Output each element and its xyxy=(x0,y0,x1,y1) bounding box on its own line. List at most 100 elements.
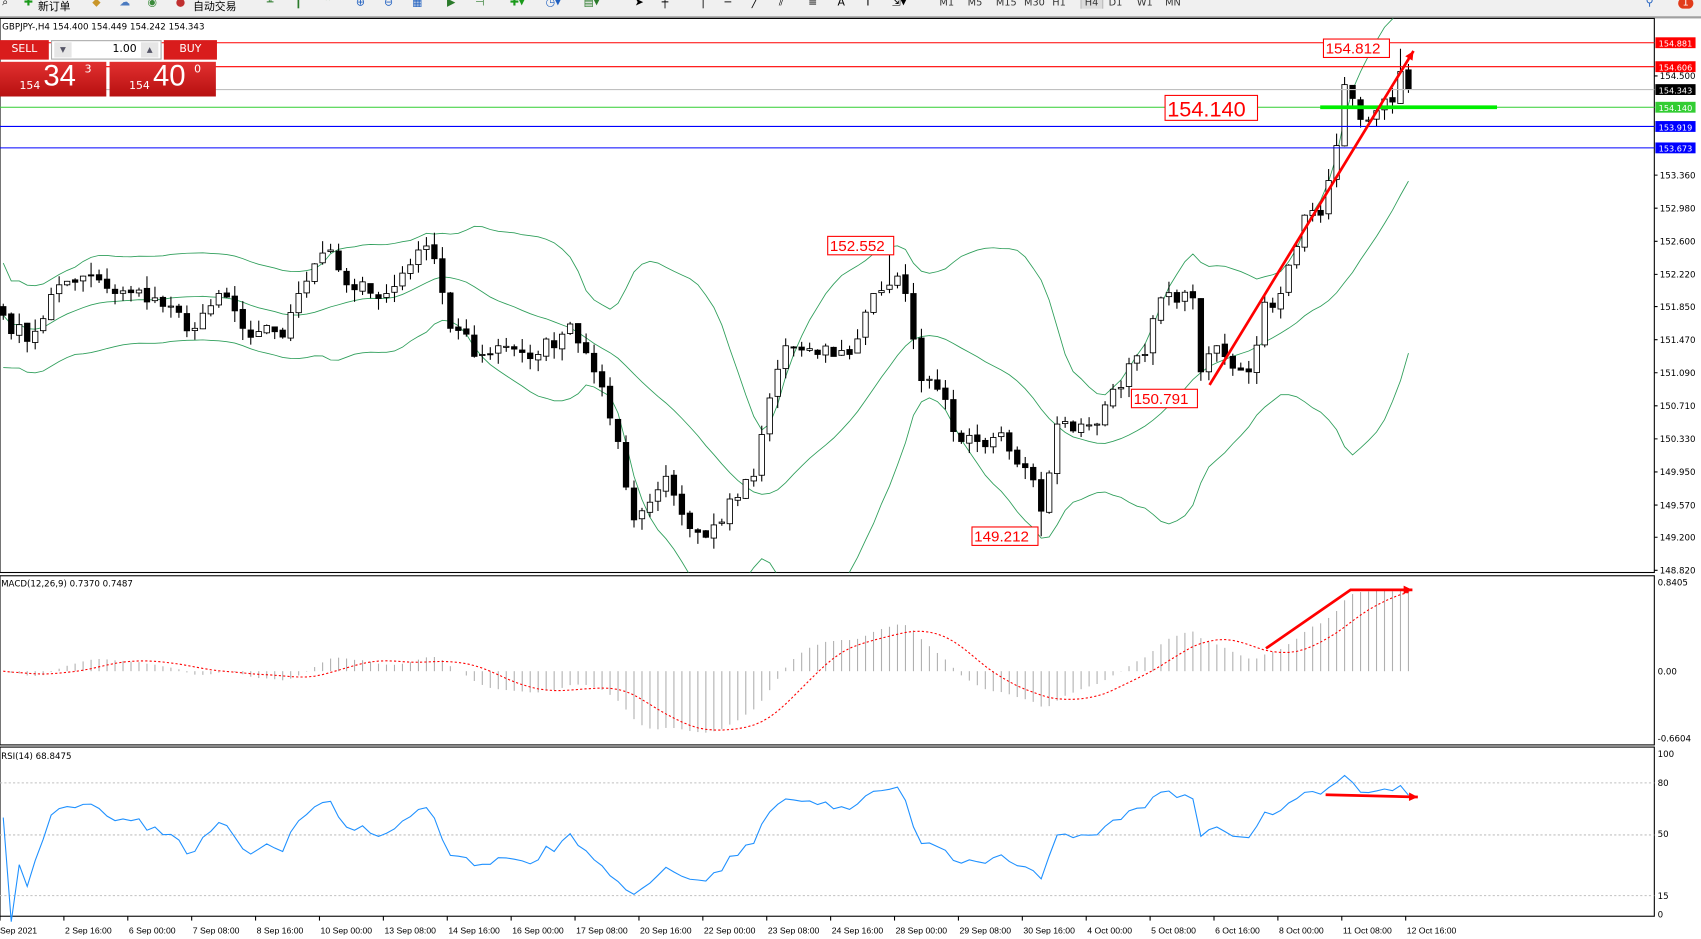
candle xyxy=(48,294,55,321)
timeframe-d1[interactable]: D1 xyxy=(1108,0,1123,9)
candle xyxy=(614,418,622,442)
candle xyxy=(574,323,582,344)
search-icon[interactable]: ⌕ xyxy=(2,0,9,9)
time-axis-label: 11 Oct 08:00 xyxy=(1343,926,1392,936)
timeframe-h4[interactable]: H4 xyxy=(1080,0,1103,9)
tile-windows-icon[interactable]: ▦ xyxy=(412,0,423,9)
candle xyxy=(1405,69,1412,91)
candle xyxy=(598,371,606,388)
templates-icon[interactable]: ▤▾ xyxy=(583,0,600,9)
time-axis-label: 5 Oct 08:00 xyxy=(1151,926,1196,936)
zoom-in-icon[interactable]: ⊕ xyxy=(355,0,365,9)
timeframe-m1[interactable]: M1 xyxy=(939,0,955,9)
price-axis-label: 148.820 xyxy=(1660,567,1696,577)
horizontal-line-icon[interactable]: ─ xyxy=(724,0,732,9)
time-axis-label: 13 Sep 08:00 xyxy=(384,926,436,936)
search-icon-right[interactable]: ⚲ xyxy=(1645,0,1654,9)
signals-icon[interactable]: ◉ xyxy=(147,0,158,9)
lot-increase-button[interactable]: ▲ xyxy=(141,42,159,58)
bollinger-upper xyxy=(2,18,1394,431)
rsi-arrow-head xyxy=(1408,792,1418,801)
candle xyxy=(1133,355,1141,364)
candle xyxy=(910,293,917,340)
candle xyxy=(750,475,757,482)
price-tag xyxy=(1655,101,1696,113)
text-label-icon[interactable]: T xyxy=(864,0,872,9)
price-chart[interactable]: 154.500 153.360 152.980 152.600 152.220 151.8… xyxy=(0,17,1701,939)
market-icon[interactable]: ☁ xyxy=(119,0,131,9)
candle xyxy=(1141,354,1149,356)
new-order-button[interactable]: 新订单 xyxy=(37,1,71,14)
time-axis-label: 8 Sep 16:00 xyxy=(257,926,304,936)
candle xyxy=(8,313,15,334)
buy-price-pip: 0 xyxy=(194,63,202,76)
candle xyxy=(814,349,821,355)
candle xyxy=(1325,180,1332,215)
timeframe-m15[interactable]: M15 xyxy=(995,0,1017,9)
price-tag xyxy=(1655,61,1696,73)
sell-price-button[interactable]: 154 34 3 xyxy=(0,59,107,97)
vertical-line-icon[interactable]: │ xyxy=(699,0,707,9)
autoscroll-icon[interactable]: ▶ xyxy=(446,0,456,9)
timeframe-m30[interactable]: M30 xyxy=(1024,0,1045,9)
price-axis-label: 151.090 xyxy=(1660,369,1696,379)
candle xyxy=(439,258,446,293)
candle xyxy=(734,497,741,501)
periods-icon[interactable]: ◷▾ xyxy=(545,0,561,9)
crosshair-icon[interactable]: ┼ xyxy=(661,0,669,9)
timeframe-mn[interactable]: MN xyxy=(1165,0,1181,9)
candle xyxy=(1349,84,1356,99)
cursor-icon[interactable]: ➤ xyxy=(634,0,644,9)
candle xyxy=(1109,388,1117,407)
timeframe-w1[interactable]: W1 xyxy=(1136,0,1153,9)
text-icon[interactable]: A xyxy=(837,0,845,9)
candle xyxy=(1030,466,1037,481)
auto-trading-button[interactable]: 自动交易 xyxy=(193,1,237,14)
sell-price-big: 34 xyxy=(43,59,76,93)
candle xyxy=(511,346,518,350)
candle xyxy=(1237,367,1244,371)
candle xyxy=(1285,264,1292,293)
timeframe-m5[interactable]: M5 xyxy=(967,0,983,9)
candle xyxy=(1189,291,1197,299)
buy-price-button[interactable]: 154 40 0 xyxy=(109,60,216,97)
candle xyxy=(447,292,454,329)
macd-axis-label: 0.00 xyxy=(1658,667,1677,677)
new-order-icon[interactable]: ✚ xyxy=(23,0,33,9)
buy-button[interactable]: BUY xyxy=(163,40,217,60)
candle xyxy=(463,328,470,335)
candle xyxy=(838,350,845,356)
candle xyxy=(1205,353,1213,373)
bar-chart-icon[interactable]: ╨ xyxy=(266,0,274,9)
sell-button[interactable]: SELL xyxy=(0,40,49,60)
price-axis-label: 152.980 xyxy=(1660,204,1696,214)
candle xyxy=(1317,209,1324,216)
macd-pane xyxy=(0,575,1655,746)
channel-icon[interactable]: ⫽ xyxy=(778,0,784,9)
lot-decrease-button[interactable]: ▼ xyxy=(54,42,72,58)
trendline-icon[interactable]: ╱ xyxy=(751,0,759,9)
candle xyxy=(159,296,167,307)
line-chart-icon[interactable]: ⌃ xyxy=(323,0,333,9)
candle xyxy=(686,512,694,529)
candle xyxy=(383,293,390,298)
candle xyxy=(1085,424,1093,427)
candlestick-icon[interactable]: ┃ xyxy=(295,0,302,9)
price-tag-label: 154.140 xyxy=(1659,103,1693,113)
fibonacci-icon[interactable]: ≡ xyxy=(808,0,818,9)
notification-badge[interactable]: 1 xyxy=(1678,0,1694,9)
zoom-out-icon[interactable]: ⊖ xyxy=(384,0,394,9)
lot-size-value[interactable]: 1.00 xyxy=(112,43,137,56)
timeframe-h1[interactable]: H1 xyxy=(1052,0,1066,9)
arrows-icon[interactable]: ⇲▾ xyxy=(891,0,907,9)
indicators-icon[interactable]: ✚▾ xyxy=(509,0,525,9)
candle xyxy=(183,313,191,332)
auto-trading-icon[interactable]: ● xyxy=(175,0,186,9)
candle xyxy=(24,322,31,342)
lot-size-input[interactable]: ▼ 1.00 ▲ xyxy=(50,40,162,60)
candle xyxy=(543,338,550,357)
price-axis-label: 149.950 xyxy=(1660,468,1696,478)
history-icon[interactable]: ◆ xyxy=(92,0,101,9)
candle xyxy=(1341,84,1348,147)
chart-shift-icon[interactable]: ⊣ xyxy=(475,0,485,9)
